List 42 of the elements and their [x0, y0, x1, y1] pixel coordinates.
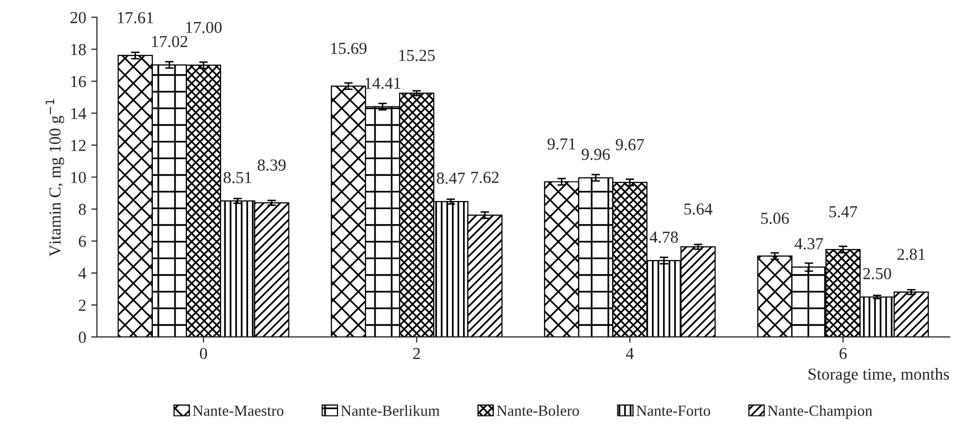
- data-label: 4.37: [794, 238, 824, 250]
- data-label: 9.67: [616, 139, 644, 150]
- data-label: 9.96: [582, 148, 610, 160]
- data-label: 5.47: [829, 206, 858, 218]
- data-label: 2.81: [897, 248, 925, 260]
- data-label: 14.41: [365, 78, 400, 89]
- data-label: 17.00: [186, 22, 222, 34]
- data-label: 17.02: [152, 36, 188, 48]
- legend-label: Nante-Maestro: [192, 406, 284, 416]
- y-tick-label: 8: [78, 204, 86, 216]
- data-label: 8.47: [436, 172, 465, 184]
- data-label: 7.62: [471, 172, 499, 184]
- y-tick-label: 16: [71, 76, 86, 88]
- y-tick-label: 14: [71, 108, 86, 119]
- data-label: 5.64: [684, 203, 712, 215]
- y-tick-label: 12: [71, 140, 86, 151]
- data-label: 15.69: [331, 42, 367, 54]
- y-tick-label: 4: [78, 268, 86, 279]
- data-label: 2.50: [863, 268, 892, 280]
- y-tick-label: 18: [71, 44, 86, 56]
- x-tick-label: 2: [413, 348, 420, 359]
- data-label: 8.39: [258, 159, 286, 171]
- data-label: 9.71: [548, 138, 576, 150]
- legend-label: Nante-Bolero: [496, 405, 579, 416]
- y-tick-label: 0: [78, 332, 86, 343]
- data-label: 17.61: [118, 12, 154, 24]
- x-tick-label: 4: [626, 348, 634, 359]
- legend-label: Nante-Berlikum: [340, 405, 440, 416]
- x-axis-title: Storage time, months: [808, 368, 950, 384]
- y-tick-label: 20: [70, 12, 86, 24]
- data-label: 5.06: [761, 212, 789, 224]
- y-tick-label: 6: [78, 236, 86, 248]
- x-tick-label: 0: [200, 348, 208, 360]
- x-tick-label: 6: [840, 348, 847, 360]
- y-tick-label: 2: [78, 300, 86, 311]
- legend-label: Nante-Forto: [636, 406, 710, 416]
- data-label: 15.25: [399, 50, 435, 62]
- data-label: 8.51: [224, 172, 252, 184]
- data-label: 4.78: [650, 232, 678, 243]
- legend-label: Nante-Champion: [768, 405, 872, 420]
- y-tick-label: 10: [71, 172, 86, 184]
- y-axis-title: Vitamin C, mg 100 g$^{−1}$: [46, 99, 64, 257]
